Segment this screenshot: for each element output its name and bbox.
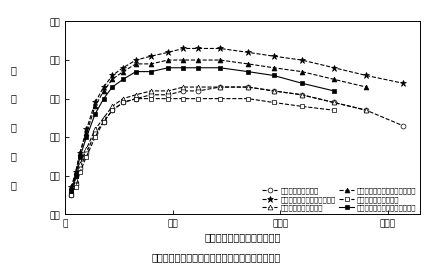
Text: 計: 計	[10, 151, 16, 162]
Text: 葉: 葉	[10, 65, 16, 75]
Text: 図２　新梢葉の展開後日数と葉緑素計値との関係: 図２ 新梢葉の展開後日数と葉緑素計値との関係	[152, 253, 281, 263]
X-axis label: 展　葉　後　日　数　（日）: 展 葉 後 日 数 （日）	[204, 232, 281, 243]
Legend: 旭　６月２日展開葉, ウイジック　６月２日展開葉, 旭　６月１３日展開葉, ウイジック　６月１３日展開葉, 旭　６月２８日展開葉, ウイジック　６月２８日展開葉: 旭 ６月２日展開葉, ウイジック ６月２日展開葉, 旭 ６月１３日展開葉, ウイ…	[262, 188, 417, 211]
Text: 素: 素	[10, 122, 16, 133]
Text: 緑: 緑	[10, 94, 16, 104]
Text: 値: 値	[10, 180, 16, 191]
